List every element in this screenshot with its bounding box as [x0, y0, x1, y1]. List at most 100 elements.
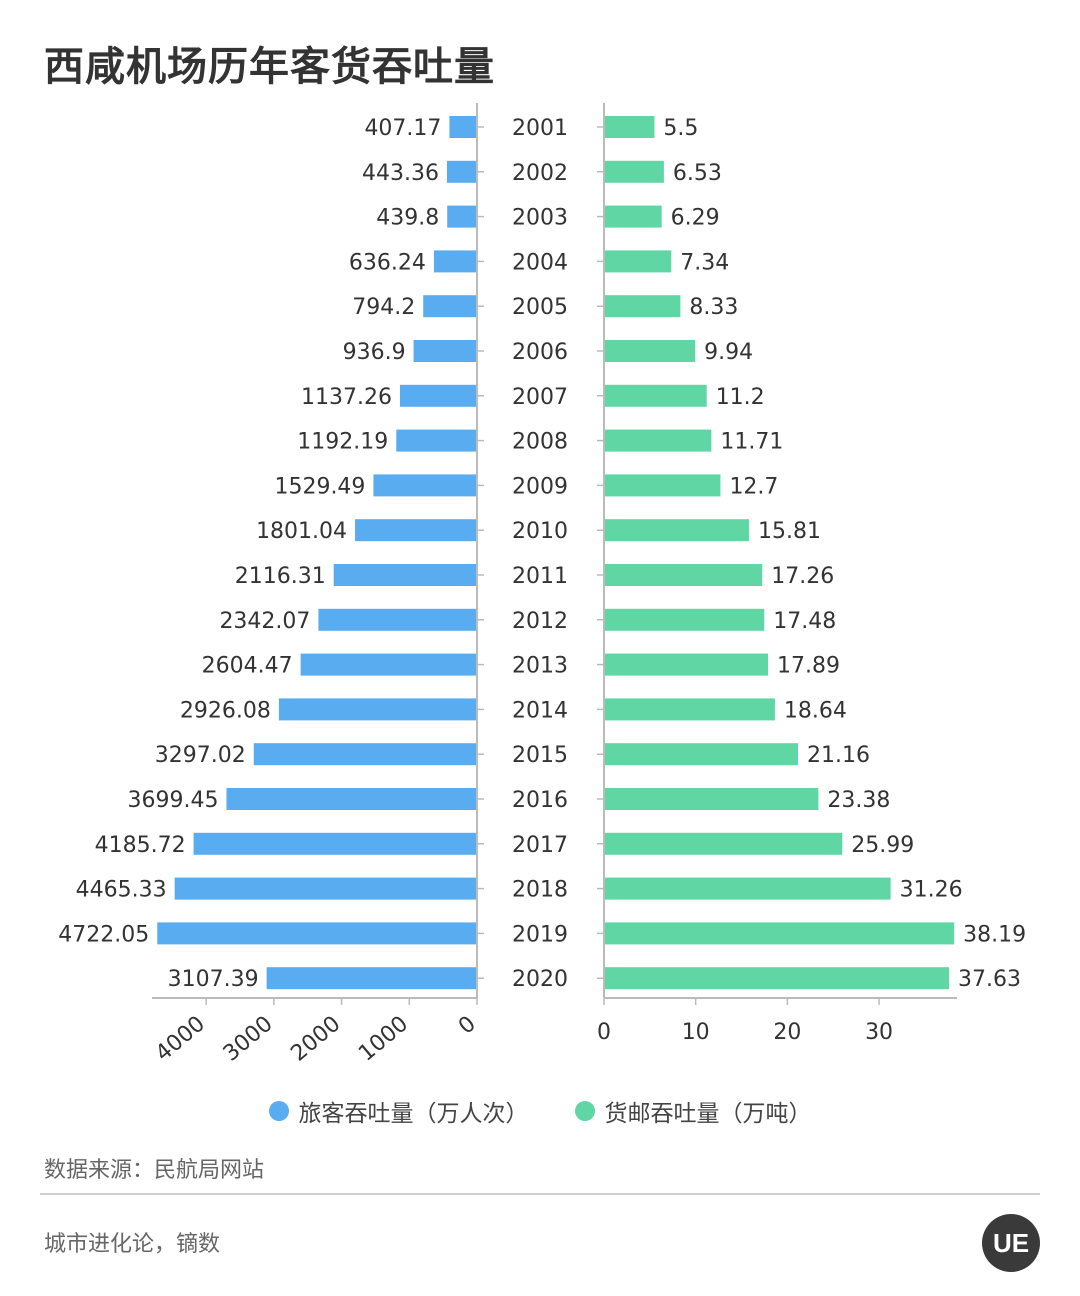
legend-item-passenger: 旅客吞吐量（万人次） [268, 1094, 529, 1128]
cargo-value-label-2015: 21.16 [807, 743, 870, 768]
passenger-bar-2002 [446, 160, 477, 183]
footer-divider [40, 1193, 1040, 1195]
cargo-bar-2011 [604, 564, 763, 586]
cargo-bar-2020 [604, 967, 950, 990]
passenger-bar-2017 [193, 832, 478, 855]
passenger-bar-2011 [333, 564, 477, 586]
passenger-value-label-2018: 4465.33 [76, 878, 167, 903]
cargo-bar-2009 [604, 474, 721, 497]
year-label-2005: 2005 [512, 295, 568, 320]
passenger-value-label-2010: 1801.04 [256, 519, 347, 544]
passenger-bar-2019 [157, 922, 477, 945]
passenger-value-label-2019: 4722.05 [58, 922, 149, 947]
year-label-2010: 2010 [512, 519, 568, 544]
passenger-value-label-2009: 1529.49 [274, 474, 365, 499]
year-label-2011: 2011 [512, 564, 568, 589]
passenger-bar-2014 [278, 698, 477, 721]
year-label-2009: 2009 [512, 474, 568, 499]
passenger-bar-2018 [174, 877, 477, 900]
cargo-value-label-2009: 12.7 [729, 474, 778, 499]
passenger-bar-2015 [253, 743, 477, 766]
passenger-bar-2012 [318, 608, 477, 631]
passenger-bar-2008 [396, 429, 477, 452]
passenger-bar-2013 [300, 653, 477, 676]
cargo-value-label-2005: 8.33 [689, 295, 738, 320]
cargo-bar-2004 [604, 250, 672, 273]
year-label-2004: 2004 [512, 250, 568, 275]
year-label-2006: 2006 [512, 340, 568, 365]
passenger-value-label-2020: 3107.39 [168, 967, 259, 992]
cargo-value-label-2017: 25.99 [851, 833, 914, 858]
cargo-value-label-2011: 17.26 [771, 564, 834, 589]
passenger-value-label-2006: 936.9 [343, 340, 406, 365]
data-source-note: 数据来源：民航局网站 [44, 1158, 265, 1183]
passenger-bar-2020 [266, 967, 477, 990]
cargo-bar-2002 [604, 160, 664, 183]
cargo-value-label-2018: 31.26 [900, 878, 963, 903]
cargo-bar-2017 [604, 832, 843, 855]
cargo-axis-tick-label: 30 [865, 1020, 893, 1045]
legend-dot-cargo [574, 1101, 595, 1121]
cargo-axis-tick-label: 20 [773, 1020, 801, 1045]
cargo-bar-2001 [604, 116, 655, 138]
year-label-2017: 2017 [512, 833, 568, 858]
cargo-value-label-2020: 37.63 [958, 967, 1021, 992]
passenger-value-label-2005: 794.2 [352, 295, 415, 320]
cargo-value-label-2007: 11.2 [716, 385, 765, 410]
cargo-bar-2010 [604, 519, 749, 542]
cargo-value-label-2014: 18.64 [784, 698, 847, 723]
cargo-bar-2013 [604, 653, 769, 676]
passenger-axis-tick-label: 0 [454, 1011, 481, 1039]
cargo-value-label-2006: 9.94 [704, 340, 753, 365]
legend-item-cargo: 货邮吞吐量（万吨） [574, 1094, 812, 1128]
year-label-2019: 2019 [512, 922, 568, 947]
passenger-value-label-2014: 2926.08 [180, 698, 271, 723]
passenger-value-label-2004: 636.24 [349, 250, 426, 275]
chart-title: 西咸机场历年客货吞吐量 [44, 44, 495, 90]
cargo-axis-tick-label: 10 [682, 1020, 710, 1045]
year-label-2013: 2013 [512, 654, 568, 679]
cargo-bar-2006 [604, 340, 696, 362]
passenger-bar-2009 [373, 474, 477, 497]
year-label-2001: 2001 [512, 116, 568, 141]
cargo-bar-2018 [604, 877, 891, 900]
passenger-axis-tick-label: 2000 [286, 1011, 345, 1066]
passenger-value-label-2015: 3297.02 [155, 743, 246, 768]
passenger-axis-tick-label: 1000 [354, 1011, 413, 1066]
cargo-value-label-2001: 5.5 [663, 116, 698, 141]
credit-note: 城市进化论，镝数 [44, 1232, 221, 1257]
year-label-2003: 2003 [512, 206, 568, 231]
passenger-bar-2016 [226, 788, 477, 810]
cargo-bar-2015 [604, 743, 799, 766]
passenger-bar-2007 [399, 384, 477, 407]
cargo-bar-2012 [604, 608, 765, 631]
year-label-2016: 2016 [512, 788, 568, 813]
year-label-2015: 2015 [512, 743, 568, 768]
cargo-bar-2007 [604, 384, 707, 407]
cargo-value-label-2012: 17.48 [773, 609, 836, 634]
cargo-bar-group: 5.5 6.53 6.29 7.34 8.33 9.94 11.2 11.71 12.7 15.8… [604, 116, 1026, 992]
cargo-bar-2008 [604, 429, 712, 452]
passenger-value-label-2012: 2342.07 [219, 609, 310, 634]
year-label-2002: 2002 [512, 161, 568, 186]
passenger-bar-2005 [423, 295, 477, 318]
cargo-value-label-2016: 23.38 [827, 788, 890, 813]
passenger-bar-2003 [447, 205, 477, 228]
legend-dot-passenger [268, 1101, 289, 1121]
passenger-bar-2006 [413, 340, 477, 362]
cargo-value-label-2019: 38.19 [963, 922, 1026, 947]
cargo-bar-2019 [604, 922, 955, 945]
cargo-bar-2014 [604, 698, 775, 721]
year-label-2020: 2020 [512, 967, 568, 992]
cargo-bar-2016 [604, 788, 819, 810]
passenger-bar-2004 [433, 250, 477, 273]
cargo-value-label-2010: 15.81 [758, 519, 821, 544]
passenger-bar-2001 [449, 116, 477, 138]
passenger-value-label-2017: 4185.72 [95, 833, 186, 858]
passenger-value-label-2013: 2604.47 [202, 654, 293, 679]
passenger-axis-tick-label: 3000 [219, 1011, 278, 1066]
year-label-2018: 2018 [512, 878, 568, 903]
passenger-value-label-2002: 443.36 [362, 161, 439, 186]
cargo-value-label-2003: 6.29 [671, 206, 720, 231]
cargo-axis-tick-label: 0 [597, 1020, 611, 1045]
